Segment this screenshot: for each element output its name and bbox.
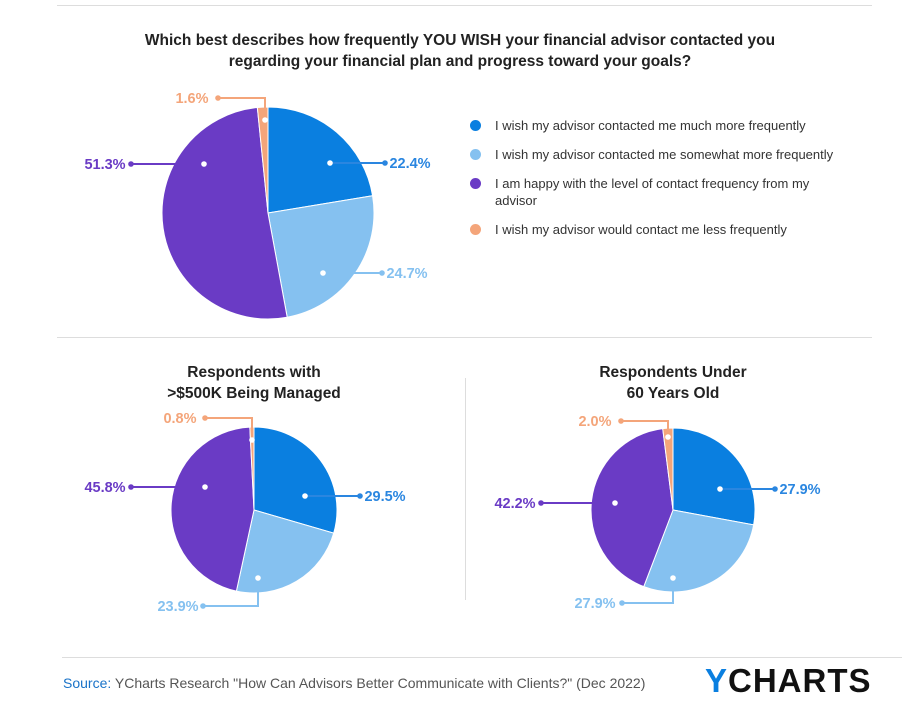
pie-2-leader-start-somewhat-more bbox=[670, 575, 676, 581]
legend-label: I wish my advisor would contact me less … bbox=[495, 222, 787, 237]
pie-2-leader-end-less bbox=[618, 418, 624, 424]
pie-2-leader-start-much-more bbox=[717, 486, 723, 492]
pie-0-leader-start-somewhat-more bbox=[320, 270, 326, 276]
main-title: Which best describes how frequently YOU … bbox=[60, 30, 860, 72]
legend-dot-icon bbox=[470, 178, 481, 189]
pie-0-leader-start-much-more bbox=[327, 160, 333, 166]
subchart-2-title: Respondents Under 60 Years Old bbox=[523, 362, 823, 404]
legend: I wish my advisor contacted me much more… bbox=[470, 117, 870, 250]
pie-1-label-somewhat-more: 23.9% bbox=[157, 599, 198, 615]
subchart-1-title-line-2: >$500K Being Managed bbox=[167, 385, 341, 402]
pie-0-label-somewhat-more: 24.7% bbox=[386, 266, 427, 282]
legend-item-happy: I am happy with the level of contact fre… bbox=[470, 175, 820, 209]
pie-2-slice-somewhat-more bbox=[643, 509, 755, 593]
ycharts-logo: YCHARTS bbox=[705, 662, 872, 700]
pie-1-label-less: 0.8% bbox=[163, 411, 196, 427]
pie-0-label-less: 1.6% bbox=[175, 91, 208, 107]
footer-divider bbox=[62, 657, 902, 658]
source-label: Source: bbox=[63, 675, 112, 691]
source-text: YCharts Research "How Can Advisors Bette… bbox=[111, 675, 646, 691]
pie-0-leader-end-less bbox=[215, 95, 221, 101]
pie-0-slice-happy bbox=[161, 106, 288, 320]
vertical-divider bbox=[465, 378, 466, 600]
legend-label: I wish my advisor contacted me much more… bbox=[495, 118, 806, 133]
pie-1-leader-end-much-more bbox=[357, 493, 363, 499]
pie-2-leader-end-somewhat-more bbox=[619, 600, 625, 606]
pie-2-leader-end-much-more bbox=[772, 486, 778, 492]
pie-1-leader-less bbox=[205, 417, 253, 440]
source-note: Source: YCharts Research "How Can Adviso… bbox=[63, 675, 645, 691]
legend-label: I am happy with the level of contact fre… bbox=[495, 176, 810, 208]
logo-y: Y bbox=[705, 662, 729, 699]
pie-0-slice-less bbox=[256, 106, 269, 214]
pie-1-leader-end-less bbox=[202, 415, 208, 421]
pie-2-leader-start-less bbox=[665, 434, 671, 440]
subchart-1-title-line-1: Respondents with bbox=[187, 364, 321, 381]
subchart-2-title-line-2: 60 Years Old bbox=[626, 385, 720, 402]
pie-0-leader-less bbox=[218, 97, 266, 120]
legend-dot-icon bbox=[470, 149, 481, 160]
pie-2-label-less: 2.0% bbox=[578, 414, 611, 430]
legend-dot-icon bbox=[470, 224, 481, 235]
subchart-1-title: Respondents with >$500K Being Managed bbox=[104, 362, 404, 404]
main-title-line-1: Which best describes how frequently YOU … bbox=[144, 32, 776, 49]
pie-2-leader-end-happy bbox=[538, 500, 544, 506]
legend-dot-icon bbox=[470, 120, 481, 131]
pie-1-leader-end-somewhat-more bbox=[200, 603, 206, 609]
pie-0-label-happy: 51.3% bbox=[84, 157, 125, 173]
logo-rest: CHARTS bbox=[728, 662, 872, 699]
pie-2-label-somewhat-more: 27.9% bbox=[574, 596, 615, 612]
pie-1-slice-somewhat-more bbox=[235, 509, 335, 594]
pie-0-leader-end-happy bbox=[128, 161, 134, 167]
pie-1-slice-happy bbox=[170, 426, 255, 592]
pie-2-leader-less bbox=[621, 420, 669, 437]
pie-0-leader-start-happy bbox=[201, 161, 207, 167]
pie-2-leader-somewhat-more bbox=[622, 578, 674, 604]
section-divider bbox=[57, 337, 872, 338]
pie-0-leader-start-less bbox=[262, 117, 268, 123]
pie-1-leader-start-somewhat-more bbox=[255, 575, 261, 581]
legend-item-less: I wish my advisor would contact me less … bbox=[470, 221, 870, 238]
pie-2-label-much-more: 27.9% bbox=[779, 482, 820, 498]
pie-1-leader-end-happy bbox=[128, 484, 134, 490]
pie-2-label-happy: 42.2% bbox=[494, 496, 535, 512]
pie-0-leader-end-much-more bbox=[382, 160, 388, 166]
pie-0-leader-end-somewhat-more bbox=[379, 270, 385, 276]
pie-1-leader-start-much-more bbox=[302, 493, 308, 499]
pie-0-slice-much-more bbox=[267, 106, 374, 214]
pie-1-label-much-more: 29.5% bbox=[364, 489, 405, 505]
pie-1-leader-start-less bbox=[249, 437, 255, 443]
pie-2-slice-happy bbox=[590, 428, 674, 588]
subchart-2-title-line-1: Respondents Under bbox=[599, 364, 747, 381]
pie-2-leader-start-happy bbox=[612, 500, 618, 506]
pie-1-label-happy: 45.8% bbox=[84, 480, 125, 496]
legend-label: I wish my advisor contacted me somewhat … bbox=[495, 147, 834, 162]
main-title-line-2: regarding your financial plan and progre… bbox=[228, 53, 692, 70]
pie-1-slice-much-more bbox=[253, 426, 338, 534]
pie-1-leader-start-happy bbox=[202, 484, 208, 490]
legend-item-somewhat-more: I wish my advisor contacted me somewhat … bbox=[470, 146, 870, 163]
legend-item-much-more: I wish my advisor contacted me much more… bbox=[470, 117, 870, 134]
top-divider bbox=[57, 5, 872, 6]
pie-0-label-much-more: 22.4% bbox=[389, 156, 430, 172]
pie-1-leader-somewhat-more bbox=[203, 578, 259, 607]
pie-2-slice-much-more bbox=[672, 427, 756, 526]
